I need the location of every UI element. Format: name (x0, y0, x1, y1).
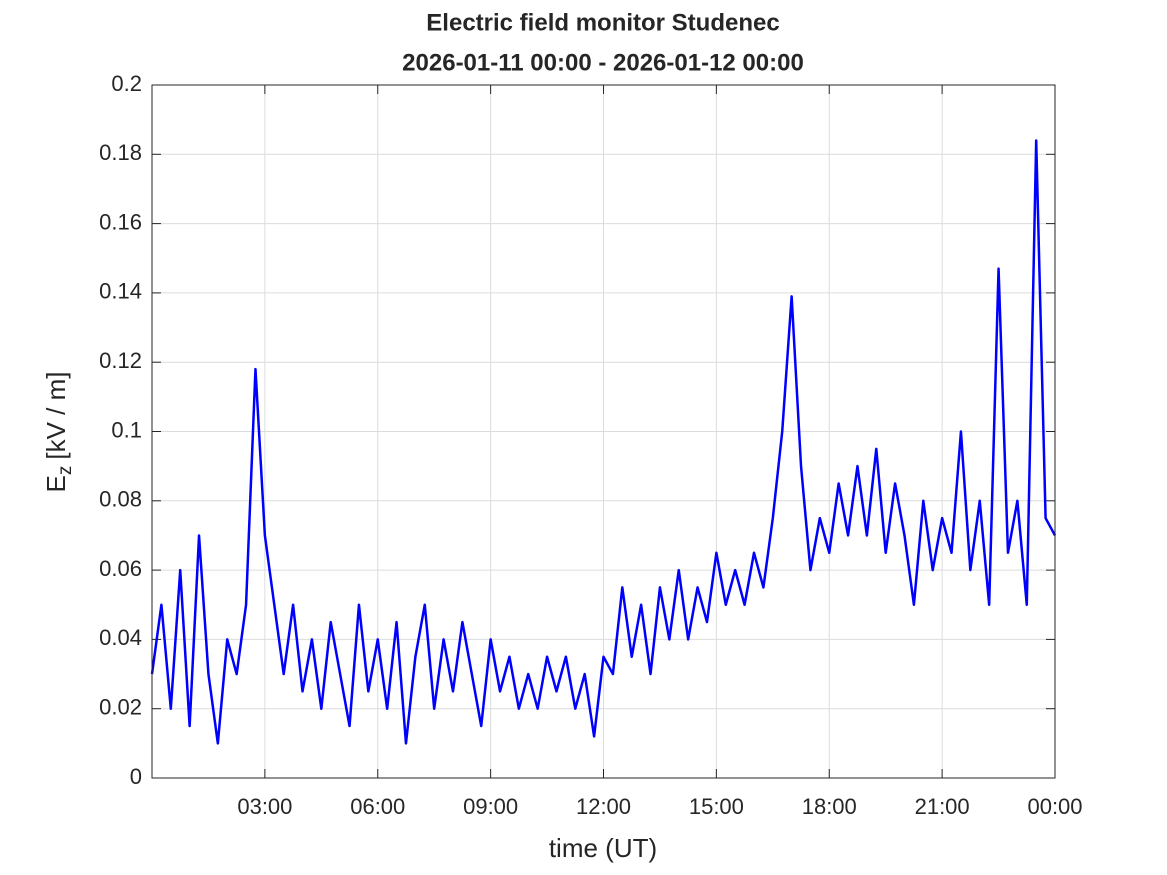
y-label-unit: [kV / m] (41, 372, 71, 460)
y-axis-label: Ez [kV / m] (41, 372, 76, 493)
y-tick-label: 0.16 (99, 209, 142, 234)
y-tick-label: 0.12 (99, 348, 142, 373)
y-tick-label: 0.14 (99, 279, 142, 304)
x-tick-label: 18:00 (802, 794, 857, 819)
axes-box (151, 84, 1056, 779)
chart-subtitle: 2026-01-11 00:00 - 2026-01-12 00:00 (402, 49, 804, 76)
x-tick-label: 21:00 (915, 794, 970, 819)
x-tick-label: 03:00 (237, 794, 292, 819)
x-tick-label: 06:00 (350, 794, 405, 819)
y-tick-label: 0.04 (99, 625, 142, 650)
y-tick-label: 0.02 (99, 695, 142, 720)
x-tick-label: 00:00 (1027, 794, 1082, 819)
x-axis-label: time (UT) (549, 833, 657, 863)
y-tick-label: 0.08 (99, 487, 142, 512)
y-tick-label: 0.2 (111, 71, 142, 96)
data-line (150, 139, 1057, 745)
y-label-sub: z (55, 466, 76, 476)
y-label-main: E (41, 475, 71, 492)
x-tick-label: 12:00 (576, 794, 631, 819)
y-tick-label: 0.1 (111, 417, 142, 442)
x-tick-label: 09:00 (463, 794, 518, 819)
y-tick-label: 0.18 (99, 140, 142, 165)
y-tick-label: 0.06 (99, 556, 142, 581)
chart-title: Electric field monitor Studenec (426, 9, 779, 36)
y-tick-label: 0 (130, 764, 142, 789)
x-tick-label: 15:00 (689, 794, 744, 819)
